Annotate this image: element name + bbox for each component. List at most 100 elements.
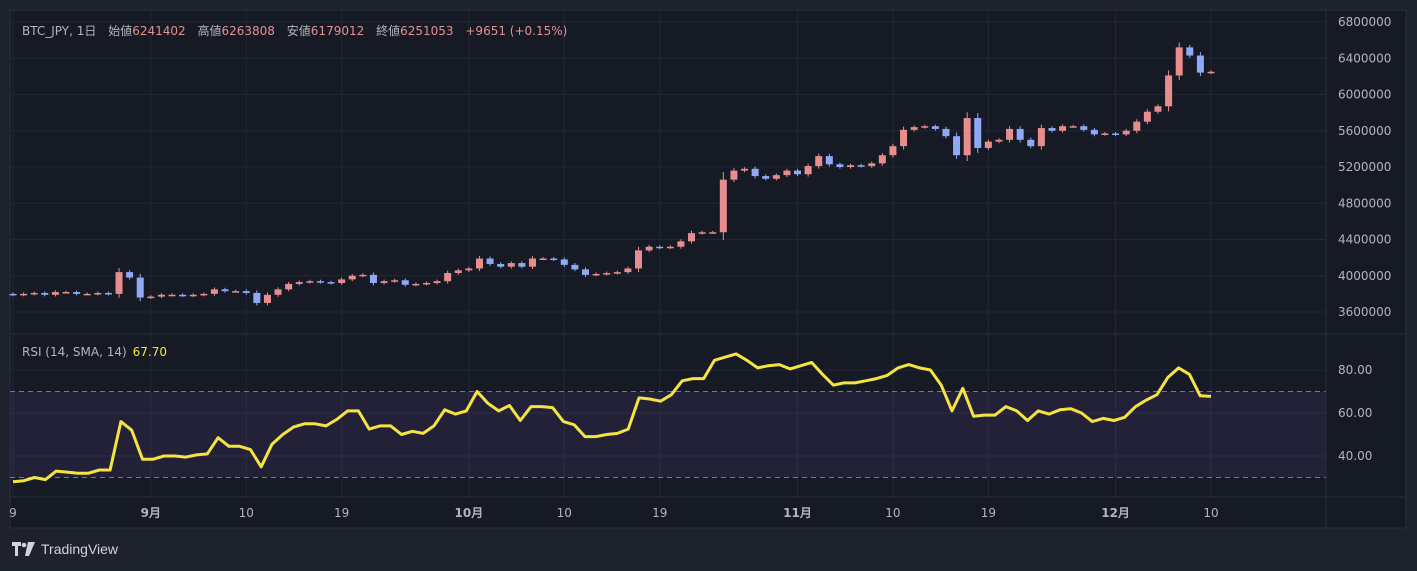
time-tick-label: 19 [981,506,996,520]
candle-body [210,289,218,294]
symbol-label[interactable]: BTC_JPY, 1日 [22,24,97,38]
candle-body [741,168,749,171]
time-tick-label: 19 [652,506,667,520]
candle-body [762,176,770,179]
candle-body [401,280,409,285]
candle-body [1016,128,1024,140]
candle-body [253,292,261,303]
candle-body [836,164,844,167]
time-tick-label: 11月 [783,506,812,520]
candle-body [1059,126,1067,131]
time-axis[interactable]: 9 9月 10 19 10月 10 19 11月 10 19 12月 10 [9,506,1218,520]
candle-body [656,246,664,249]
candle-body [486,258,494,264]
time-tick-label: 9月 [141,506,161,520]
high-label: 高値 [197,24,222,38]
candle-body [285,283,293,290]
candle-body [1080,126,1088,130]
price-tick-label: 3600000 [1338,305,1391,319]
candle-body [995,139,1003,142]
candle-body [666,246,674,249]
candle-body [306,281,314,283]
close-value: 6251053 [400,24,454,38]
rsi-axis[interactable]: 80.00 60.00 40.00 [1338,363,1372,463]
candle-body [1186,47,1194,56]
candle-body [263,294,271,303]
candle-body [910,127,918,130]
candle-body [380,281,388,283]
candle-body [783,170,791,176]
candlestick-series [9,42,1215,306]
candle-body [412,283,420,286]
time-tick-label: 19 [334,506,349,520]
candle-body [581,269,589,275]
candle-body [550,258,558,261]
price-tick-label: 4000000 [1338,269,1391,283]
candle-body [115,272,123,294]
high-value: 6263808 [221,24,275,38]
time-tick-label: 10 [1203,506,1218,520]
price-tick-label: 4800000 [1338,196,1391,210]
price-tick-label: 6800000 [1338,15,1391,29]
candle-body [232,291,240,293]
candle-body [592,273,600,276]
low-value: 6179012 [310,24,365,38]
candle-body [878,155,886,164]
candle-body [359,274,367,277]
candle-body [369,274,377,283]
candle-body [688,233,696,242]
tradingview-logo-text: TradingView [41,541,119,557]
price-tick-label: 5600000 [1338,124,1391,138]
candle-body [348,275,356,280]
candle-body [20,293,28,296]
price-tick-label: 5200000 [1338,160,1391,174]
open-label: 始値 [108,24,133,38]
candle-body [1133,121,1141,131]
tradingview-logo[interactable]: TradingView [12,541,118,557]
candle-body [1027,139,1035,147]
candle-body [1006,128,1014,140]
rsi-band-fill [10,391,1326,478]
candle-body [433,281,441,283]
rsi-title[interactable]: RSI (14, SMA, 14) [22,345,127,359]
candle-body [1112,133,1120,135]
time-tick-label: 10月 [455,506,484,520]
low-label: 安値 [286,24,311,38]
candle-body [1175,47,1183,76]
rsi-value: 67.70 [132,345,168,359]
candle-body [1090,129,1098,135]
candle-body [1037,128,1045,147]
candle-body [560,259,568,265]
candle-body [974,118,982,148]
candle-body [136,277,144,298]
candle-body [772,175,780,179]
candle-body [942,128,950,137]
candle-body [200,293,208,296]
candle-body [1048,128,1056,131]
candle-body [825,156,833,165]
price-tick-label: 4400000 [1338,233,1391,247]
candle-body [189,294,197,297]
candle-body [528,258,536,267]
candle-body [30,292,38,295]
tradingview-logo-icon [12,542,35,556]
candle-body [804,166,812,175]
rsi-tick-label: 40.00 [1338,449,1372,463]
candle-body [327,282,335,284]
price-axis[interactable]: 6800000 6400000 6000000 5600000 5200000 48000… [1338,15,1391,319]
price-tick-label: 6400000 [1338,51,1391,65]
candle-body [984,141,992,148]
time-tick-label: 10 [557,506,572,520]
candle-body [295,282,303,284]
candle-body [603,273,611,275]
candle-body [422,283,430,285]
candle-body [953,136,961,156]
candle-body [1101,133,1109,135]
candle-body [719,179,727,233]
candle-body [444,273,452,282]
grid [10,10,1326,497]
candle-body [889,146,897,156]
time-tick-label: 10 [239,506,254,520]
rsi-tick-label: 60.00 [1338,406,1372,420]
